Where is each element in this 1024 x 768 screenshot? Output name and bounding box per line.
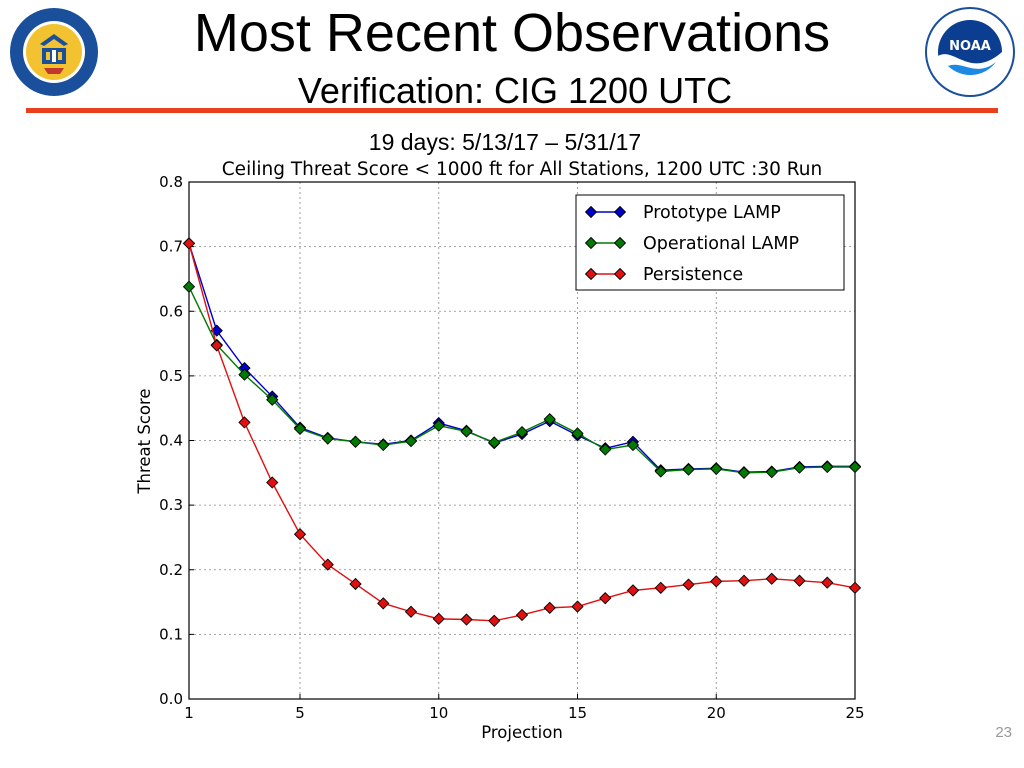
data-point	[238, 416, 251, 429]
data-point	[377, 597, 390, 610]
data-point	[848, 581, 862, 594]
data-point	[654, 581, 667, 594]
y-tick-label: 0.7	[159, 238, 183, 256]
page-number: 23	[995, 724, 1012, 741]
series-persistence	[182, 237, 862, 627]
legend-marker	[613, 236, 627, 250]
data-point	[571, 600, 584, 613]
data-point	[543, 413, 556, 426]
data-point	[460, 613, 473, 626]
data-point	[182, 237, 196, 250]
data-point	[460, 425, 473, 438]
svg-text:NOAA: NOAA	[949, 39, 991, 54]
legend-marker	[613, 205, 627, 219]
x-tick-label: 25	[845, 704, 864, 722]
data-point	[266, 476, 279, 489]
data-point	[349, 435, 362, 448]
data-point	[571, 427, 584, 440]
data-point	[682, 578, 695, 591]
data-point	[349, 577, 362, 591]
data-point	[765, 572, 778, 585]
y-tick-label: 0.2	[159, 561, 183, 579]
data-point	[377, 438, 390, 452]
title-divider	[26, 108, 998, 113]
y-tick-label: 0.0	[159, 690, 183, 708]
legend-label: Operational LAMP	[643, 234, 799, 254]
data-point	[682, 463, 695, 476]
legend-marker	[584, 267, 598, 281]
x-tick-label: 10	[429, 704, 448, 722]
data-point	[238, 368, 251, 381]
x-tick-label: 1	[184, 704, 194, 722]
data-point	[488, 614, 501, 627]
data-point	[543, 601, 556, 615]
data-point	[737, 574, 751, 587]
y-tick-label: 0.5	[159, 367, 183, 385]
data-point	[654, 465, 667, 478]
data-point	[266, 393, 279, 406]
data-point	[515, 608, 529, 622]
verification-period: 19 days: 5/13/17 – 5/31/17	[368, 129, 642, 155]
slide-subtitle: Verification: CIG 1200 UTC	[297, 70, 733, 111]
data-point	[793, 461, 806, 474]
data-point	[515, 425, 529, 439]
department-of-commerce-seal-icon	[10, 8, 98, 96]
data-point	[821, 576, 834, 589]
y-tick-label: 0.6	[159, 302, 183, 320]
data-point	[210, 339, 223, 352]
data-point	[293, 528, 307, 541]
data-point	[848, 460, 862, 474]
data-point	[321, 432, 334, 445]
series-line	[188, 286, 855, 474]
y-axis-label: Threat Score	[135, 388, 154, 494]
axis-ticks: 1 5 10 15 20 250.00.10.20.30.40.50.60.70.8	[159, 173, 864, 722]
data-point	[432, 612, 445, 626]
y-tick-label: 0.3	[159, 496, 183, 514]
series-layer	[182, 237, 862, 627]
x-axis-label: Projection	[481, 723, 563, 742]
legend-marker	[613, 267, 627, 281]
y-tick-label: 0.1	[159, 625, 183, 643]
data-point	[599, 592, 612, 605]
data-point	[626, 584, 640, 597]
legend-marker	[584, 205, 598, 219]
data-point	[404, 435, 418, 448]
legend-label: Prototype LAMP	[643, 203, 781, 223]
data-point	[737, 466, 751, 479]
y-tick-label: 0.8	[159, 173, 183, 191]
x-tick-label: 15	[568, 704, 587, 722]
data-point	[626, 438, 640, 452]
data-point	[765, 466, 778, 479]
data-point	[293, 422, 307, 436]
data-point	[404, 605, 418, 618]
legend-label: Persistence	[643, 265, 743, 285]
data-point	[488, 436, 501, 449]
data-point	[321, 558, 334, 571]
x-tick-label: 20	[707, 704, 726, 722]
chart-title: Ceiling Threat Score < 1000 ft for All S…	[222, 159, 822, 180]
chart-legend: Prototype LAMP Operational LAMP Persistenc…	[575, 194, 845, 291]
data-point	[432, 419, 445, 432]
legend-marker	[584, 236, 598, 250]
x-tick-label: 5	[295, 704, 305, 722]
data-point	[182, 280, 196, 293]
series-operational-lamp	[182, 280, 862, 479]
data-point	[710, 462, 723, 476]
data-point	[710, 575, 723, 588]
data-point	[821, 460, 834, 474]
slide-title: Most Recent Observations	[193, 3, 831, 63]
noaa-logo-icon: NOAA	[925, 7, 1015, 97]
data-point	[599, 443, 612, 456]
y-tick-label: 0.4	[159, 432, 183, 450]
data-point	[793, 574, 806, 587]
